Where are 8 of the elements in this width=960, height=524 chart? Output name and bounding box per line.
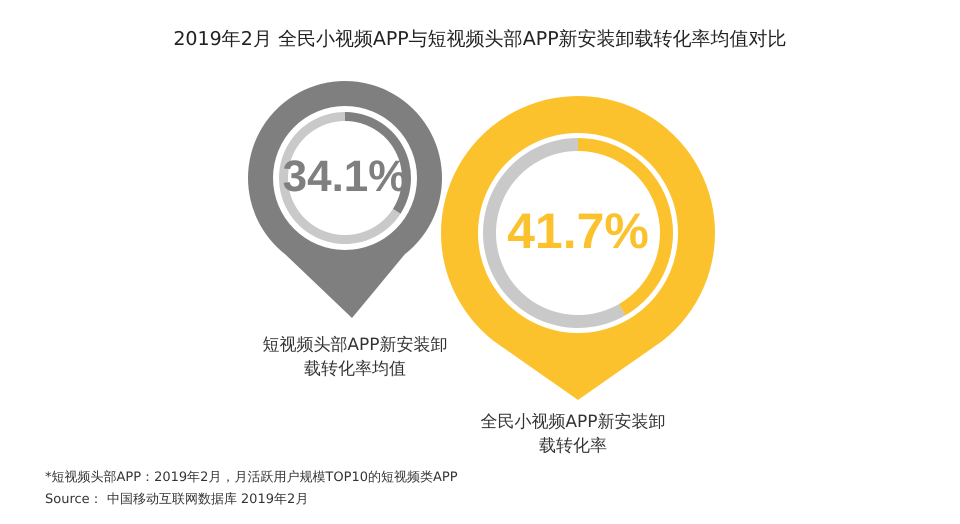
text: 2019年2月 全民小视频APP与短视频头部APP新安装卸载转化率均值对比 bbox=[172, 27, 788, 52]
data-label: 41.7% bbox=[507, 203, 649, 259]
text: 全民小视频APP新安装卸载转化率 bbox=[479, 411, 667, 458]
text: 短视频头部APP新安装卸载转化率均值 bbox=[261, 334, 449, 381]
donut-slice bbox=[279, 112, 400, 244]
data-label: 34.1% bbox=[282, 152, 408, 201]
text: *短视频头部APP：2019年2月，月活跃用户规模TOP10的短视频类APP bbox=[45, 469, 458, 486]
source-note: Source： 中国移动互联网数据库 2019年2月 bbox=[45, 491, 308, 508]
